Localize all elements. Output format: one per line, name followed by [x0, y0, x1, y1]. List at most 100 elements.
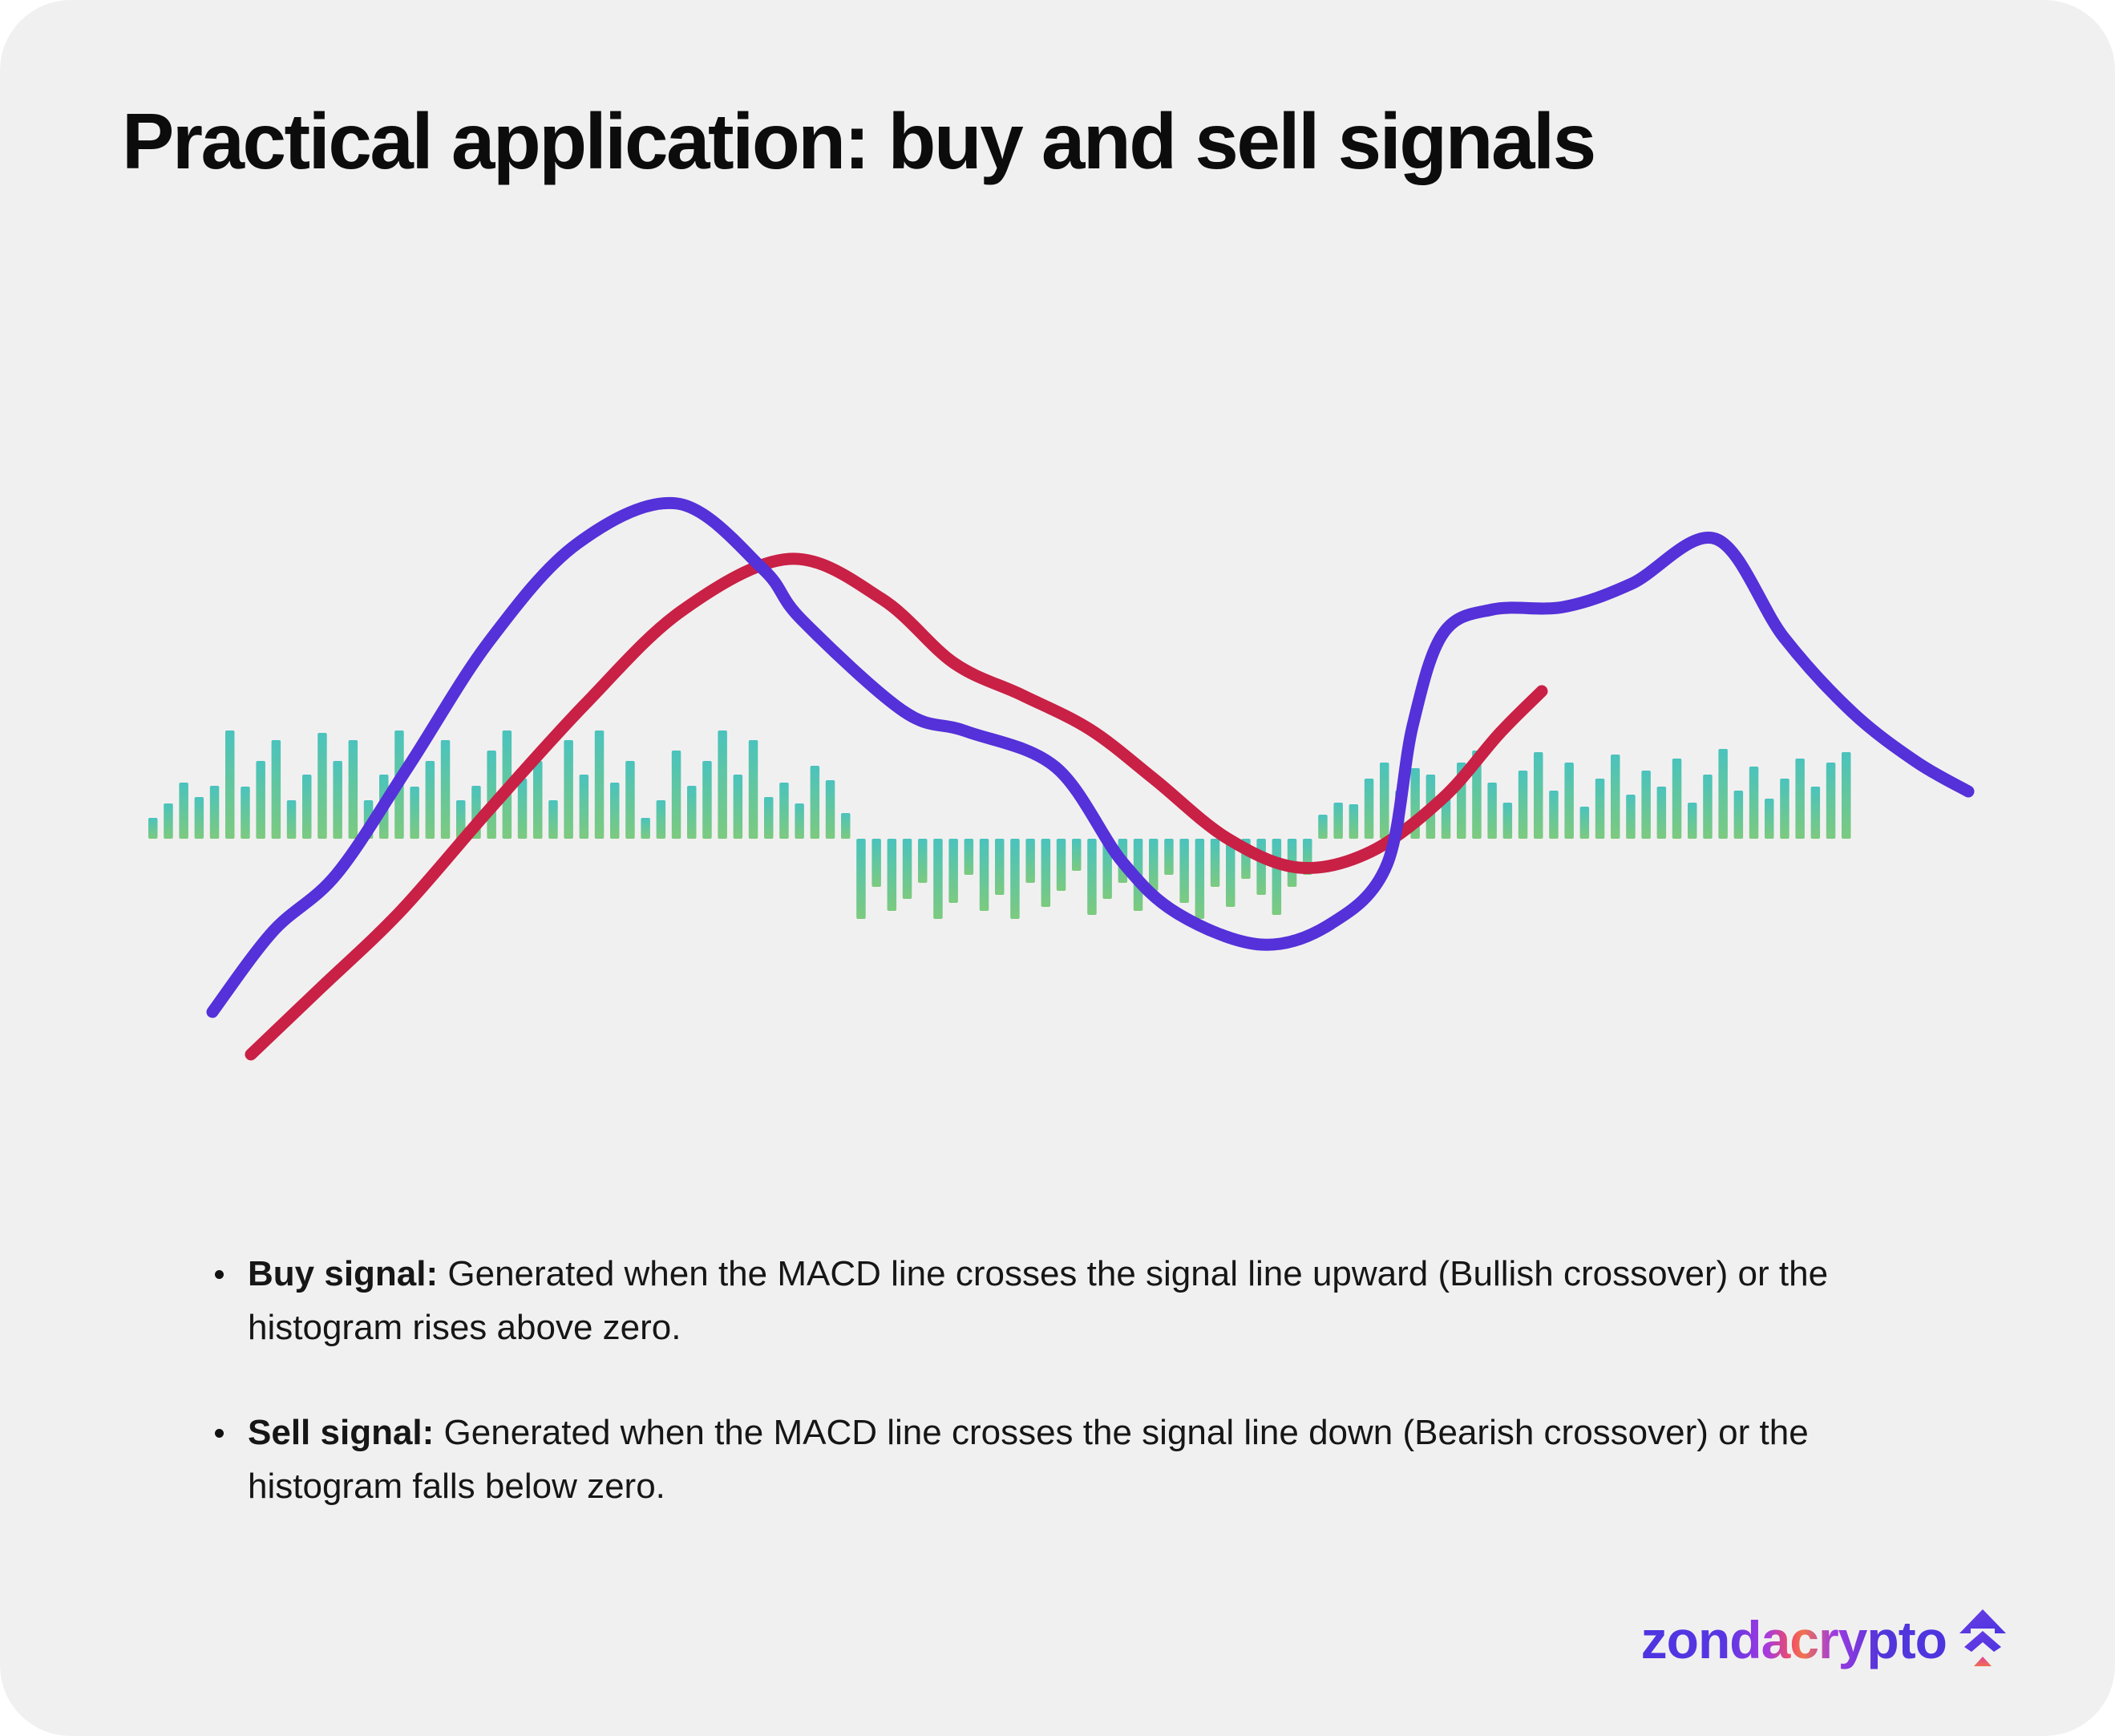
histogram-bar	[1502, 803, 1513, 839]
histogram-bar	[641, 818, 650, 839]
histogram-bar	[1426, 775, 1436, 839]
histogram-bar	[517, 779, 528, 839]
logo-text: zondacrypto	[1640, 1610, 1947, 1669]
histogram-bar	[1626, 795, 1636, 839]
histogram-bar	[671, 751, 681, 839]
histogram-bar	[948, 839, 958, 903]
page-title: Practical application: buy and sell sign…	[122, 97, 1596, 185]
histogram-bar	[1518, 771, 1528, 839]
histogram-bar	[1395, 791, 1405, 839]
histogram-bar	[1072, 839, 1082, 871]
histogram-bar	[995, 839, 1005, 895]
bullet-sell-signal: Sell signal: Generated when the MACD lin…	[215, 1406, 1939, 1514]
histogram-bar	[256, 761, 265, 839]
histogram-bar	[1010, 839, 1020, 919]
macd-line	[206, 496, 1975, 1018]
histogram-bar	[209, 786, 220, 839]
histogram-bar	[902, 839, 912, 899]
bullet-dot	[215, 1428, 224, 1438]
histogram-bar	[1718, 749, 1728, 839]
histogram-bar	[1457, 763, 1466, 839]
histogram-bar	[1441, 799, 1451, 839]
bullet-list: Buy signal: Generated when the MACD line…	[215, 1248, 1939, 1565]
histogram-bar	[379, 775, 389, 839]
histogram-bar	[918, 839, 928, 883]
histogram-bar	[1487, 783, 1497, 839]
histogram-bar	[317, 733, 327, 839]
buy-signal-description: Generated when the MACD line crosses the…	[248, 1254, 1829, 1347]
histogram-bar	[487, 751, 496, 839]
histogram-bar	[148, 818, 158, 839]
histogram-bar	[1826, 763, 1836, 839]
bullet-dot	[215, 1270, 224, 1279]
histogram-bar	[363, 800, 374, 839]
histogram-bar	[764, 797, 774, 839]
histogram-bar	[1272, 839, 1282, 915]
histogram-bar	[1564, 763, 1574, 839]
histogram-bar	[1318, 815, 1328, 839]
histogram-bar	[1164, 839, 1174, 875]
histogram-bar	[1102, 839, 1112, 899]
histogram-bar	[579, 775, 589, 839]
histogram-bar	[779, 783, 789, 839]
histogram-bar	[1056, 839, 1066, 891]
histogram-bar	[425, 761, 435, 839]
histogram-bar	[194, 797, 204, 839]
histogram-bar	[1210, 839, 1220, 887]
histogram-bar	[1641, 771, 1651, 839]
histogram-bar	[164, 803, 173, 839]
histogram-bars	[148, 730, 1851, 919]
sell-signal-text: Sell signal: Generated when the MACD lin…	[248, 1406, 1939, 1514]
histogram-bar	[610, 783, 620, 839]
histogram-bar	[1380, 763, 1389, 839]
histogram-bar	[1611, 755, 1620, 839]
histogram-bar	[1133, 839, 1143, 911]
histogram-bar	[1179, 839, 1189, 903]
histogram-bar	[871, 839, 881, 887]
histogram-bar	[1087, 839, 1097, 915]
histogram-bar	[394, 730, 404, 839]
buy-signal-label: Buy signal:	[248, 1254, 439, 1293]
histogram-bar	[1534, 752, 1543, 839]
histogram-bar	[1733, 791, 1744, 839]
histogram-bar	[440, 740, 451, 839]
zondacrypto-logo: zondacrypto	[1641, 1609, 2006, 1671]
histogram-bar	[1703, 775, 1713, 839]
histogram-bar	[933, 839, 943, 919]
histogram-bar	[1579, 807, 1590, 839]
histogram-bar	[1149, 839, 1159, 891]
histogram-bar	[1241, 839, 1251, 879]
histogram-bar	[1287, 839, 1297, 887]
histogram-bar	[271, 740, 281, 839]
histogram-bar	[502, 730, 512, 839]
histogram-bar	[1349, 804, 1359, 839]
histogram-bar	[1472, 751, 1482, 839]
histogram-bar	[1041, 839, 1051, 907]
histogram-bar	[1333, 803, 1343, 839]
histogram-bar	[1303, 839, 1312, 875]
histogram-bar	[179, 783, 188, 839]
histogram-bar	[1256, 839, 1266, 895]
histogram-bar	[979, 839, 989, 911]
histogram-bar	[1810, 787, 1821, 839]
histogram-bar	[748, 740, 758, 839]
histogram-bar	[1025, 839, 1035, 883]
histogram-bar	[564, 740, 573, 839]
histogram-bar	[302, 775, 312, 839]
histogram-bar	[594, 730, 605, 839]
histogram-bar	[718, 730, 727, 839]
histogram-bar	[825, 780, 835, 839]
histogram-bar	[887, 839, 897, 911]
histogram-bar	[1842, 752, 1851, 839]
histogram-bar	[625, 761, 635, 839]
histogram-bar	[410, 787, 419, 839]
histogram-bar	[1765, 799, 1774, 839]
buy-signal-text: Buy signal: Generated when the MACD line…	[248, 1248, 1939, 1355]
histogram-bar	[1595, 779, 1605, 839]
histogram-bar	[687, 786, 697, 839]
histogram-bar	[702, 761, 712, 839]
histogram-bar	[241, 787, 250, 839]
histogram-bar	[1118, 839, 1128, 883]
histogram-bar	[456, 800, 466, 839]
